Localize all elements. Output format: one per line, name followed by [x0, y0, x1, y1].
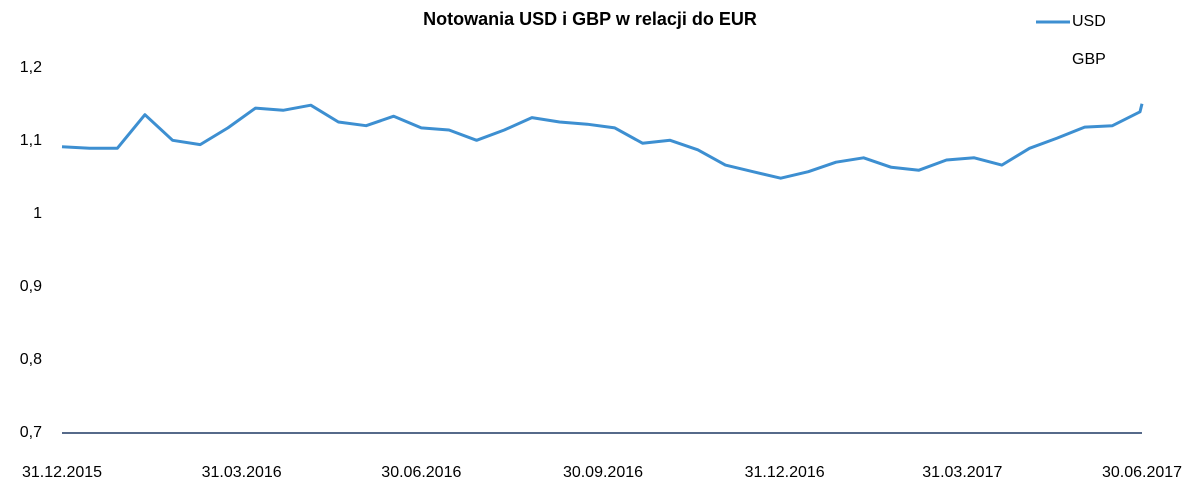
x-tick-label: 31.12.2015 [22, 464, 102, 481]
y-tick-label: 1 [33, 205, 42, 222]
x-tick-label: 31.03.2017 [922, 464, 1002, 481]
x-tick-label: 30.06.2016 [381, 464, 461, 481]
x-tick-label: 31.03.2016 [202, 464, 282, 481]
y-tick-label: 1,1 [20, 132, 42, 149]
y-tick-label: 0,8 [20, 351, 42, 368]
chart-title: Notowania USD i GBP w relacji do EUR [423, 9, 757, 29]
legend-label: USD [1072, 13, 1106, 30]
x-tick-label: 30.09.2016 [563, 464, 643, 481]
x-tick-label: 31.12.2016 [745, 464, 825, 481]
x-tick-label: 30.06.2017 [1102, 464, 1182, 481]
y-tick-label: 1,2 [20, 59, 42, 76]
line-series [61, 103, 1144, 180]
y-tick-label: 0,7 [20, 424, 42, 441]
y-tick-label: 0,9 [20, 278, 42, 295]
legend-label: GBP [1072, 51, 1106, 68]
